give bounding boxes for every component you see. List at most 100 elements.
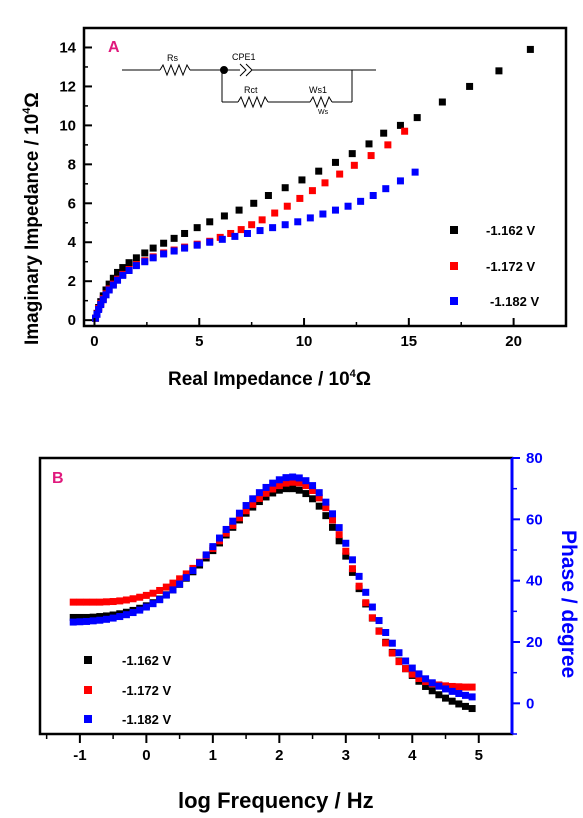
panel-b-point xyxy=(129,595,137,603)
panel-b-point xyxy=(242,507,250,515)
panel-b-point xyxy=(116,597,124,605)
panel-a-point xyxy=(132,262,140,270)
panel-a-point xyxy=(350,161,358,169)
panel-b-point xyxy=(89,613,97,621)
panel-a-point xyxy=(466,82,474,90)
circuit-label-ws: Ws xyxy=(318,109,329,116)
panel-b-point xyxy=(182,570,190,578)
panel-b-point xyxy=(275,482,283,490)
cpe1-element xyxy=(239,63,253,77)
panel-b-point xyxy=(222,525,230,533)
circuit-label-ws1: Ws1 xyxy=(309,85,327,95)
panel-b-point xyxy=(362,599,370,607)
panel-a-point xyxy=(331,158,339,166)
panel-a-y-tick-label: 2 xyxy=(68,273,76,290)
panel-a-point xyxy=(344,202,352,210)
panel-b-point xyxy=(322,504,330,512)
panel-a-point xyxy=(170,247,178,255)
panel-a-y-tick-label: 12 xyxy=(59,78,76,95)
panel-a-ticks: 0 5 10 15 20 0 2 4 6 8 10 12 14 xyxy=(59,39,522,350)
panel-b-point xyxy=(282,479,290,487)
panel-b-point xyxy=(315,494,323,502)
panel-a-point xyxy=(306,214,314,222)
panel-b-point xyxy=(255,494,263,502)
panel-a-point xyxy=(227,229,235,237)
panel-a-point xyxy=(294,218,302,226)
panel-a-y-tick-label: 0 xyxy=(68,312,76,329)
panel-b-point xyxy=(309,487,317,495)
legend-b-swatch-2 xyxy=(84,686,92,694)
panel-a-point xyxy=(102,291,110,299)
panel-b-point xyxy=(442,685,450,693)
panel-a-point xyxy=(109,274,117,282)
panel-b-point xyxy=(122,596,130,604)
panel-a-point xyxy=(264,192,272,200)
panel-b-point xyxy=(408,664,416,672)
panel-b-point xyxy=(309,482,317,490)
panel-b-point xyxy=(69,618,77,626)
panel-a-point xyxy=(348,150,356,158)
legend-a-label-2: -1.172 V xyxy=(486,259,535,274)
panel-b-point xyxy=(109,598,117,606)
panel-b-point xyxy=(348,565,356,573)
panel-b-point xyxy=(415,674,423,682)
panel-b-point xyxy=(448,682,456,690)
panel-b-point xyxy=(388,649,396,657)
panel-b-point xyxy=(122,611,130,619)
panel-b-point xyxy=(235,514,243,522)
panel-b-point xyxy=(329,516,337,524)
panel-a-x-tick-label: 5 xyxy=(195,333,203,350)
panel-a-point xyxy=(413,114,421,122)
panel-b-point xyxy=(136,593,144,601)
panel-b-point xyxy=(109,614,117,622)
panel-a-x-tick-label: 15 xyxy=(400,333,417,350)
panel-a-point xyxy=(193,224,201,232)
panel-a-point xyxy=(141,258,149,266)
panel-a-chart: A Rs CPE1 Rct Ws1 Ws 0 5 10 15 20 0 2 4 6 8 10 12 14 xyxy=(21,26,568,390)
rs-resistor xyxy=(159,63,191,77)
circuit-label-rct: Rct xyxy=(244,85,258,95)
panel-b-point xyxy=(169,586,177,594)
panel-a-point xyxy=(114,276,122,284)
panel-a-point xyxy=(271,209,279,217)
panel-b-point xyxy=(149,589,157,597)
panel-b-point xyxy=(189,567,197,575)
panel-a-point xyxy=(319,210,327,218)
panel-b-point xyxy=(428,679,436,687)
panel-b-x-tick-label: 1 xyxy=(209,747,217,764)
panel-b-point xyxy=(202,551,210,559)
panel-a-point xyxy=(125,266,133,274)
panel-b-point xyxy=(242,502,250,510)
panel-a-point xyxy=(526,45,534,53)
panel-a-point xyxy=(206,218,214,226)
panel-b-point xyxy=(348,568,356,576)
panel-b-point xyxy=(269,479,277,487)
panel-b-x-tick-label: 5 xyxy=(475,747,483,764)
panel-b-point xyxy=(76,613,84,621)
panel-a-point xyxy=(92,314,100,322)
panel-a-point xyxy=(206,238,214,246)
panel-a-x-tick-label: 20 xyxy=(505,333,522,350)
panel-b-point xyxy=(275,476,283,484)
panel-a-point xyxy=(258,216,266,224)
ws1-element xyxy=(309,95,333,109)
panel-a-point xyxy=(149,244,157,252)
panel-b-point xyxy=(335,531,343,539)
panel-b-point xyxy=(136,606,144,614)
panel-b-point xyxy=(282,474,290,482)
panel-b-point xyxy=(149,600,157,608)
panel-b-point xyxy=(96,616,104,624)
panel-b-legend: -1.162 V -1.172 V -1.182 V xyxy=(84,653,171,727)
panel-b-point xyxy=(461,683,469,691)
panel-a-point xyxy=(93,310,101,318)
panel-b-point xyxy=(83,613,91,621)
panel-b-point xyxy=(335,537,343,545)
panel-b-x-tick-label: 0 xyxy=(142,747,150,764)
panel-a-point xyxy=(396,177,404,185)
panel-b-x-tick-label: 4 xyxy=(408,747,417,764)
panel-b-point xyxy=(382,639,390,647)
panel-b-point xyxy=(215,534,223,542)
panel-b-point xyxy=(262,493,270,501)
panel-b-marks xyxy=(69,473,476,713)
